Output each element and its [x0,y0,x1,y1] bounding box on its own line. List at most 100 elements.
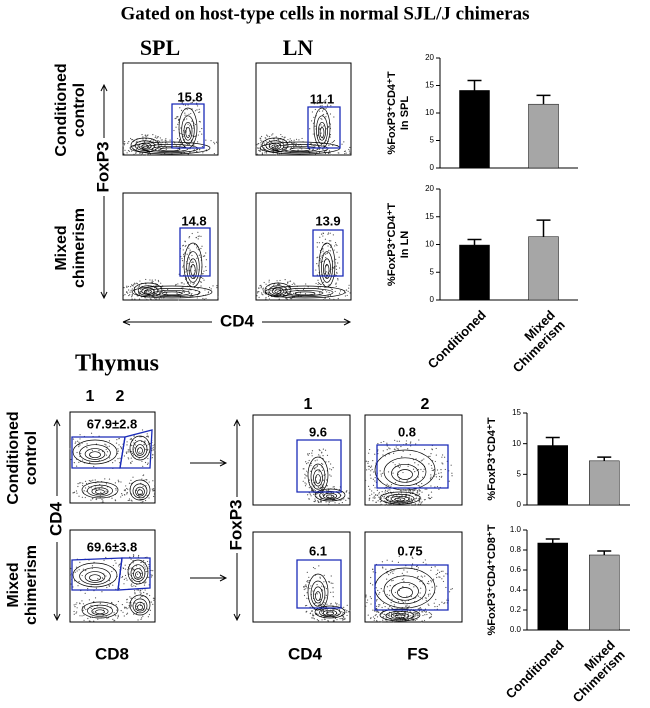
event-dot [258,143,259,144]
event-dot [422,460,423,461]
event-dot [256,144,257,145]
event-dot [134,590,135,591]
event-dot [318,620,319,621]
event-dot [327,455,328,456]
event-dot [77,570,78,571]
error-bar [537,95,551,104]
event-dot [410,615,411,616]
event-dot [76,611,77,612]
event-dot [401,615,402,616]
event-dot [307,580,308,581]
event-dot [178,299,179,300]
event-dot [116,439,117,440]
event-dot [196,258,197,259]
event-dot [415,620,416,621]
event-dot [429,456,430,457]
event-dot [372,469,373,470]
event-dot [371,466,372,467]
axis-label: FS [407,644,429,663]
event-dot [76,567,77,568]
event-dot [200,281,201,282]
event-dot [367,463,368,464]
event-dot [388,574,389,575]
event-dot [378,594,379,595]
event-dot [321,619,322,620]
event-dot [138,287,139,288]
event-dot [116,443,117,444]
event-dot [386,443,387,444]
event-dot [76,493,77,494]
event-dot [402,586,403,587]
event-dot [430,478,431,479]
event-dot [85,481,86,482]
event-dot [318,502,319,503]
event-dot [153,600,154,601]
event-dot [407,480,408,481]
event-dot [187,124,188,125]
event-dot [373,497,374,498]
event-dot [149,614,150,615]
event-dot [429,498,430,499]
event-dot [182,260,183,261]
event-dot [184,112,185,113]
event-dot [430,593,431,594]
event-dot [285,298,286,299]
event-dot [92,450,93,451]
event-dot [127,613,128,614]
event-dot [410,441,411,442]
event-dot [121,447,122,448]
event-dot [102,500,103,501]
row-label: control [71,83,88,137]
event-dot [180,127,181,128]
event-dot [96,499,97,500]
event-dot [386,617,387,618]
event-dot [95,479,96,480]
event-dot [317,242,318,243]
event-dot [158,150,159,151]
event-dot [80,453,81,454]
event-dot [333,596,334,597]
event-dot [333,467,334,468]
event-dot [397,612,398,613]
event-dot [405,601,406,602]
event-dot [433,579,434,580]
event-dot [261,136,262,137]
event-dot [342,502,343,503]
gate-value: 15.8 [177,89,202,104]
event-dot [203,280,204,281]
event-dot [115,500,116,501]
event-dot [115,562,116,563]
event-dot [134,592,135,593]
event-dot [348,287,349,288]
event-dot [141,134,142,135]
event-dot [260,138,261,139]
event-dot [410,443,411,444]
event-dot [190,250,191,251]
event-dot [139,451,140,452]
row-label: chimerism [71,208,88,288]
event-dot [442,571,443,572]
event-dot [389,448,390,449]
event-dot [76,466,77,467]
event-dot [326,128,327,129]
event-dot [368,453,369,454]
event-dot [346,615,347,616]
event-dot [324,495,325,496]
event-dot [311,120,312,121]
event-dot [397,498,398,499]
event-dot [346,491,347,492]
event-dot [393,621,394,622]
event-dot [145,462,146,463]
event-dot [393,570,394,571]
event-dot [336,619,337,620]
event-dot [322,470,323,471]
event-dot [403,451,404,452]
event-dot [407,448,408,449]
event-dot [368,466,369,467]
event-dot [329,284,330,285]
event-dot [437,573,438,574]
event-dot [74,606,75,607]
event-dot [365,480,366,481]
event-dot [112,619,113,620]
